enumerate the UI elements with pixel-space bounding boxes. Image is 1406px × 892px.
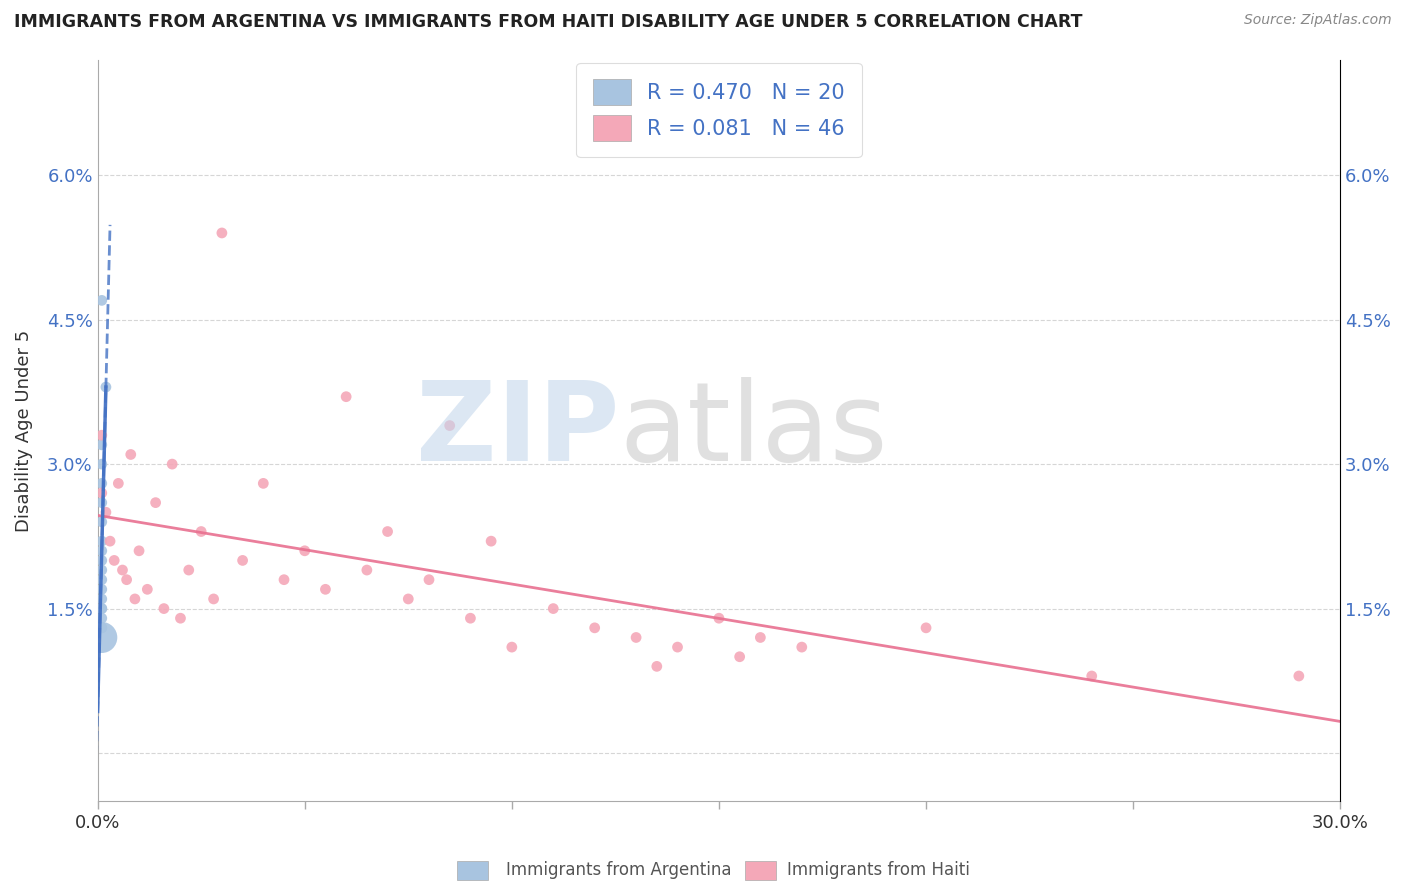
Point xyxy=(153,601,176,615)
Point xyxy=(645,659,668,673)
Point xyxy=(107,476,129,491)
Point xyxy=(666,640,689,654)
Point xyxy=(90,486,112,500)
Text: Immigrants from Argentina: Immigrants from Argentina xyxy=(506,861,731,879)
Point xyxy=(94,505,117,519)
Point xyxy=(90,457,112,471)
Point xyxy=(90,476,112,491)
Point xyxy=(90,515,112,529)
Point xyxy=(90,573,112,587)
Point xyxy=(145,495,167,509)
Legend: R = 0.470   N = 20, R = 0.081   N = 46: R = 0.470 N = 20, R = 0.081 N = 46 xyxy=(576,62,862,157)
Point xyxy=(90,601,112,615)
Text: atlas: atlas xyxy=(620,377,889,483)
Point xyxy=(90,582,112,597)
Point xyxy=(460,611,482,625)
Point xyxy=(915,621,938,635)
Point xyxy=(479,534,502,549)
Point xyxy=(273,573,295,587)
Point xyxy=(501,640,523,654)
Point xyxy=(90,591,112,606)
Point xyxy=(190,524,212,539)
Point xyxy=(707,611,730,625)
Point xyxy=(128,543,150,558)
Point xyxy=(90,621,112,635)
Point xyxy=(335,390,357,404)
Point xyxy=(211,226,233,240)
Point xyxy=(439,418,461,433)
Point xyxy=(396,591,419,606)
Point xyxy=(111,563,134,577)
Point xyxy=(90,534,112,549)
Text: IMMIGRANTS FROM ARGENTINA VS IMMIGRANTS FROM HAITI DISABILITY AGE UNDER 5 CORREL: IMMIGRANTS FROM ARGENTINA VS IMMIGRANTS … xyxy=(14,13,1083,31)
Point xyxy=(90,293,112,308)
Point xyxy=(160,457,183,471)
Point xyxy=(90,621,112,635)
Point xyxy=(120,448,142,462)
Point xyxy=(202,591,225,606)
Point xyxy=(232,553,254,567)
Point xyxy=(177,563,200,577)
Point xyxy=(1080,669,1102,683)
Point xyxy=(115,573,138,587)
Point xyxy=(169,611,191,625)
Point xyxy=(136,582,159,597)
Point xyxy=(90,601,112,615)
Point xyxy=(90,563,112,577)
Point xyxy=(252,476,274,491)
Point xyxy=(90,631,112,645)
Point xyxy=(90,553,112,567)
Point xyxy=(749,631,772,645)
Point xyxy=(98,534,121,549)
Point xyxy=(90,611,112,625)
Point xyxy=(1288,669,1310,683)
Point xyxy=(124,591,146,606)
Point xyxy=(294,543,316,558)
Point xyxy=(790,640,813,654)
Text: Source: ZipAtlas.com: Source: ZipAtlas.com xyxy=(1244,13,1392,28)
Point xyxy=(583,621,606,635)
Point xyxy=(90,438,112,452)
Point xyxy=(314,582,336,597)
Point xyxy=(90,543,112,558)
Point xyxy=(377,524,399,539)
Point xyxy=(418,573,440,587)
Point xyxy=(541,601,564,615)
Text: Immigrants from Haiti: Immigrants from Haiti xyxy=(787,861,970,879)
Point xyxy=(90,428,112,442)
Point xyxy=(94,380,117,394)
Text: ZIP: ZIP xyxy=(416,377,620,483)
Point xyxy=(728,649,751,664)
Point xyxy=(356,563,378,577)
Point xyxy=(103,553,125,567)
Point xyxy=(624,631,647,645)
Y-axis label: Disability Age Under 5: Disability Age Under 5 xyxy=(15,329,32,532)
Point xyxy=(90,495,112,509)
